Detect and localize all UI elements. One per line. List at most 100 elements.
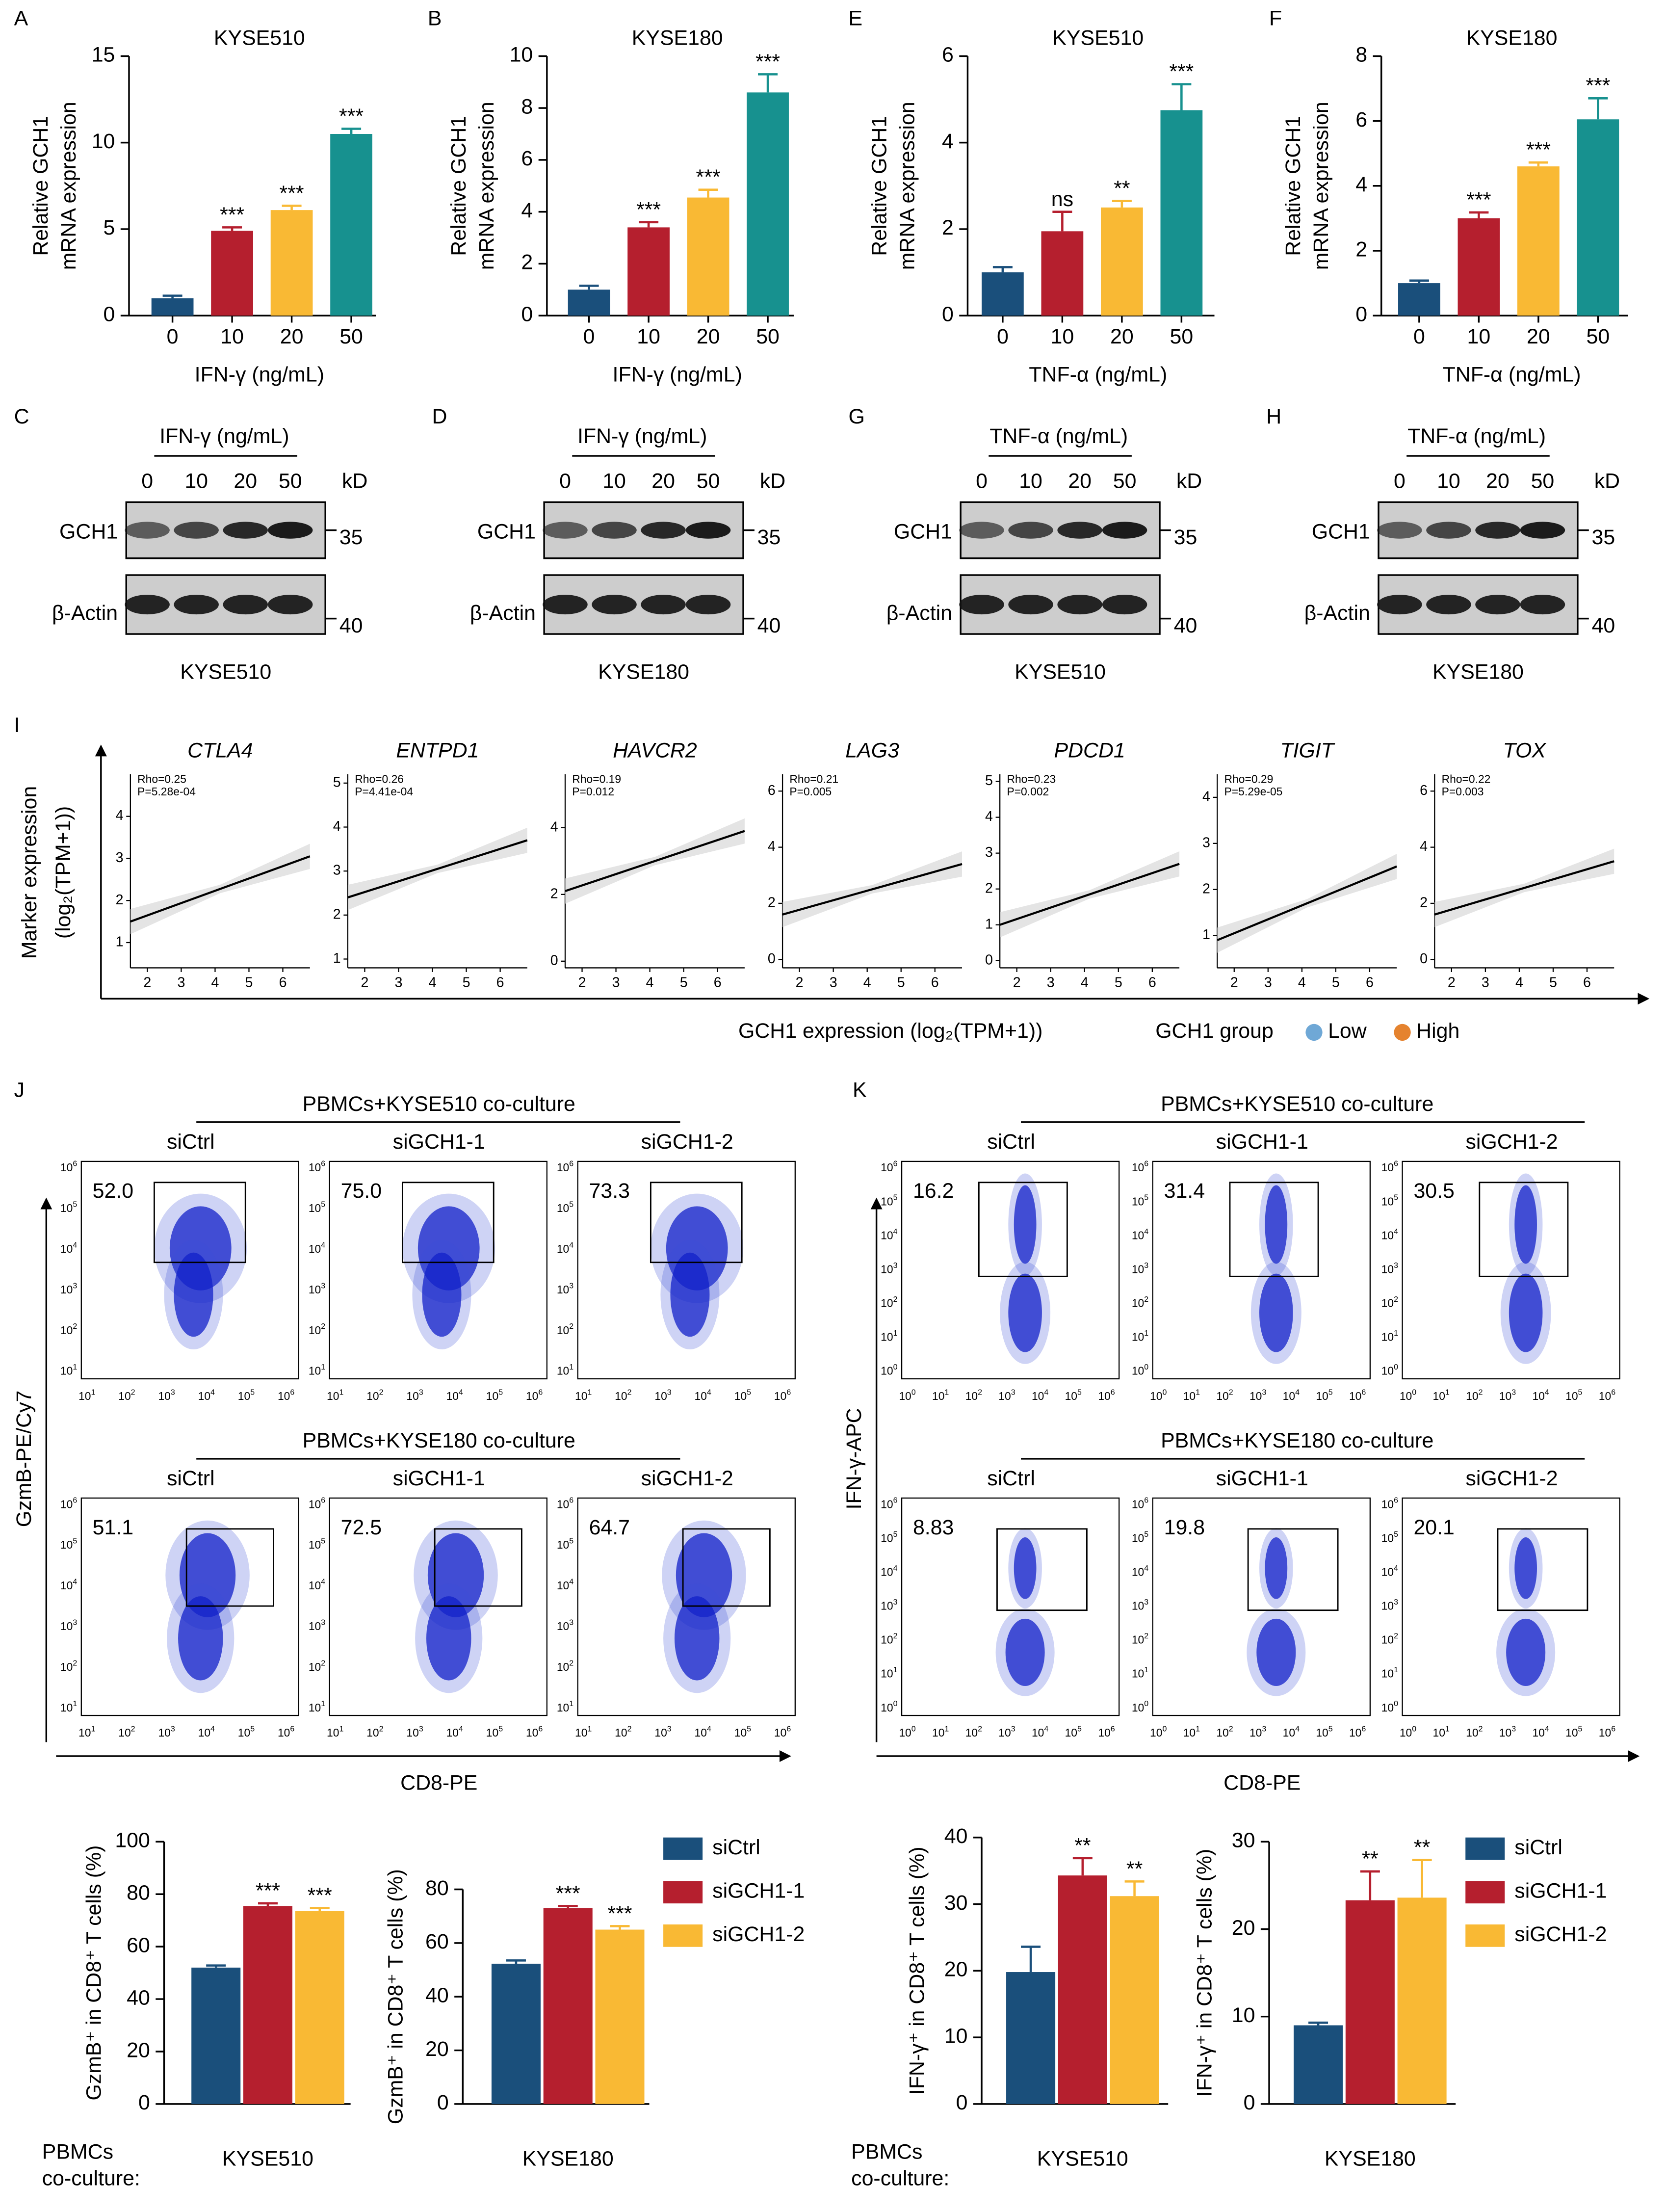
x-tick-label: 10 — [1467, 325, 1491, 348]
tick-exponent: 0 — [893, 1363, 898, 1371]
y-tick-label: 104 — [309, 1241, 325, 1255]
tick-base: 10 — [1381, 1498, 1394, 1510]
y-tick-label: 5 — [104, 216, 115, 239]
x-tick-label: 101 — [932, 1725, 949, 1739]
bar — [330, 134, 372, 316]
y-tick-label: 6 — [1420, 783, 1428, 798]
significance: ** — [1114, 177, 1130, 200]
lane-label: 10 — [1019, 470, 1042, 493]
x-tick-label: 20 — [280, 325, 304, 348]
blot-band — [1377, 595, 1422, 615]
y-tick-label: 102 — [1381, 1295, 1398, 1309]
tick-base: 10 — [1150, 1390, 1162, 1402]
gate — [185, 1528, 274, 1607]
significance: *** — [696, 165, 721, 189]
y-tick-label: 101 — [309, 1700, 325, 1713]
tick-exponent: 1 — [73, 1363, 77, 1371]
x-tick-label: 105 — [238, 1389, 255, 1402]
y-tick-label: 104 — [309, 1578, 325, 1592]
gate-percentage: 19.8 — [1164, 1516, 1205, 1539]
tick-base: 10 — [1283, 1726, 1295, 1739]
y-tick-label: 106 — [1381, 1160, 1398, 1174]
tick-exponent: 5 — [1578, 1725, 1583, 1734]
x-tick-label: 103 — [1250, 1389, 1266, 1402]
y-tick-label: 3 — [985, 844, 993, 860]
tick-exponent: 2 — [131, 1389, 135, 1397]
error-bar — [310, 1907, 330, 1911]
tick-exponent: 6 — [569, 1497, 573, 1505]
tick-exponent: 6 — [73, 1497, 77, 1505]
y-tick-label: 10 — [92, 130, 115, 153]
lane-label: 20 — [1486, 470, 1510, 493]
y-tick-label: 103 — [881, 1598, 897, 1612]
tick-exponent: 4 — [707, 1389, 711, 1397]
gate-percentage: 30.5 — [1413, 1179, 1454, 1203]
tick-base: 10 — [1132, 1263, 1144, 1275]
gate-percentage: 8.83 — [913, 1516, 954, 1539]
x-category-label: KYSE510 — [1037, 2147, 1128, 2171]
tick-base: 10 — [60, 1701, 73, 1714]
tick-exponent: 0 — [1162, 1389, 1167, 1397]
y-tick-label: 103 — [1381, 1598, 1398, 1612]
panel-letter: E — [848, 6, 862, 30]
tick-base: 10 — [932, 1390, 944, 1402]
group-label: co-culture: — [851, 2167, 949, 2190]
tick-base: 10 — [734, 1390, 747, 1402]
tick-exponent: 1 — [1144, 1666, 1148, 1674]
y-tick-label: 104 — [557, 1578, 573, 1592]
legend-swatch — [663, 1837, 703, 1860]
lane-label: 50 — [1113, 470, 1137, 493]
y-tick-label: 0 — [985, 952, 993, 968]
y-tick-label: 101 — [557, 1700, 573, 1713]
tick-base: 10 — [486, 1390, 498, 1402]
gate-percentage: 64.7 — [589, 1516, 630, 1539]
y-tick-label: 30 — [1232, 1829, 1255, 1852]
x-tick-label: 105 — [734, 1725, 751, 1739]
y-tick-label: 3 — [1202, 835, 1210, 850]
significance: *** — [308, 1884, 332, 1907]
x-tick-label: 105 — [486, 1725, 503, 1739]
column-label: siCtrl — [987, 1130, 1035, 1154]
unit-label: kD — [760, 470, 785, 493]
x-tick-label: 106 — [526, 1725, 543, 1739]
event-cloud — [1014, 1185, 1037, 1264]
protein-label: GCH1 — [1312, 520, 1370, 544]
error-bar — [1124, 1880, 1145, 1896]
lane-label: 50 — [1531, 470, 1555, 493]
y-tick-label: 10 — [1232, 2003, 1255, 2027]
event-cloud — [1265, 1537, 1288, 1599]
significance: *** — [1169, 60, 1194, 83]
tick-base: 10 — [1132, 1365, 1144, 1377]
legend-label: siGCH1-2 — [1514, 1922, 1607, 1946]
tick-exponent: 1 — [91, 1389, 95, 1397]
x-tick-label: 102 — [1216, 1725, 1233, 1739]
tick-exponent: 2 — [131, 1725, 135, 1734]
x-tick-label: 2 — [1013, 974, 1021, 990]
x-tick-label: 6 — [496, 974, 504, 990]
tick-base: 10 — [1466, 1390, 1478, 1402]
error-bar — [506, 1959, 526, 1964]
error-bar — [1052, 211, 1072, 232]
chart-title: KYSE180 — [1466, 26, 1558, 50]
legend-label: siGCH1-1 — [712, 1879, 805, 1903]
stat-annotation: P=5.29e-05 — [1224, 785, 1283, 798]
y-tick-label: 104 — [881, 1228, 897, 1241]
event-cloud — [1256, 1618, 1296, 1686]
y-tick-label: 103 — [1381, 1262, 1398, 1275]
y-tick-label: 3 — [333, 863, 341, 878]
tick-base: 10 — [557, 1202, 569, 1214]
tick-exponent: 1 — [321, 1700, 325, 1708]
blot-band — [267, 595, 313, 615]
y-tick-label: 4 — [1202, 789, 1210, 804]
blot-band — [1377, 522, 1422, 539]
x-tick-label: 104 — [198, 1725, 215, 1739]
gate — [1247, 1528, 1339, 1611]
significance: *** — [1526, 138, 1551, 162]
y-tick-label: 101 — [1132, 1329, 1148, 1343]
flow-plot-frame — [329, 1160, 547, 1380]
flow-plot-frame — [1402, 1497, 1620, 1716]
significance: ** — [1414, 1836, 1431, 1859]
blot-band — [592, 595, 637, 615]
